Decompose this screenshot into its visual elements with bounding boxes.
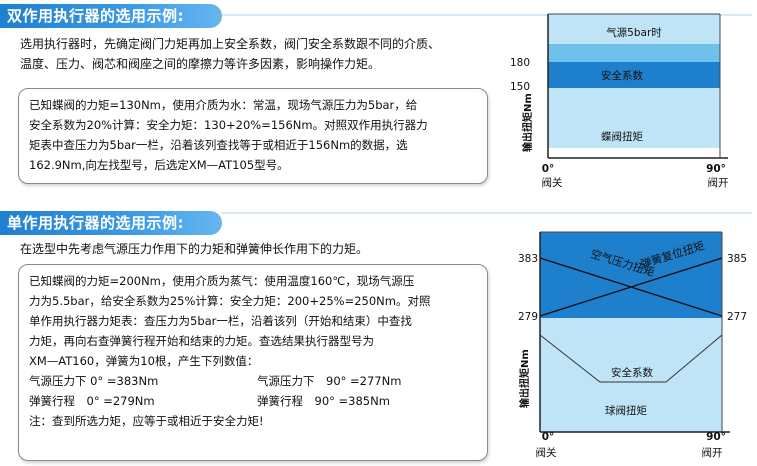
section1-title: 双作用执行器的选用示例: xyxy=(0,4,222,28)
chart1-x-start-label: 阀关 xyxy=(542,176,563,189)
chart2-y-tick-383: 383 xyxy=(518,253,538,265)
chart1-band-bottom-label: 蝶阀扭矩 xyxy=(601,130,643,143)
chart1-y-axis-label: 输出扭矩Nm xyxy=(521,93,534,152)
chart2-air-label: 空气压力扭矩 xyxy=(589,246,656,279)
chart1-y-tick-150: 150 xyxy=(510,81,530,93)
example-line: 已知蝶阀的力矩=200Nm，使用介质为蒸气：使用温度160℃，现场气源压 xyxy=(29,274,415,288)
example-line: 单作用执行器力矩表：查压力为5bar一栏，沿着该列（开始和结束）中查找 xyxy=(29,314,412,328)
chart2-ball-valve-outline xyxy=(539,334,723,383)
chart1-slope xyxy=(548,88,720,148)
chart2-ball-valve-label: 球阀扭矩 xyxy=(605,404,647,417)
value-air-0: 气源压力下 0° =383Nm xyxy=(29,374,159,388)
example-line: 已知蝶阀的力矩=130Nm，使用介质为水：常温，现场气源压力为5bar，给 xyxy=(29,98,418,112)
example-line: 矩表中查压力为5bar一栏，沿着该列查找等于或相近于156Nm的数据，选 xyxy=(29,138,408,152)
chart2-safety-area xyxy=(540,318,722,382)
chart2-right-tick-277: 277 xyxy=(727,311,747,323)
example-line: 力矩，再向右查弹簧行程开始和结束的力矩。查选结果执行器型号为 xyxy=(29,334,374,348)
section1-example-box: 已知蝶阀的力矩=130Nm，使用介质为水：常温，现场气源压力为5bar，给 安全… xyxy=(18,88,488,184)
example-line: XM—AT160，弹簧为10根，产生下列数值： xyxy=(29,354,259,368)
chart2-x-end-label: 阀开 xyxy=(702,446,723,459)
note-line: 注：查到所选力矩，应等于或相近于安全力矩! xyxy=(29,414,264,428)
intro-line: 温度、压力、阀芯和阀座之间的摩擦力等许多因素，影响操作力矩。 xyxy=(20,57,381,71)
intro-line: 选用执行器时，先确定阀门力矩再加上安全系数，阀门安全系数跟不同的介质、 xyxy=(20,37,441,51)
chart2-x-start-label: 阀关 xyxy=(536,446,557,459)
chart1-band-top-label: 气源5bar时 xyxy=(606,26,662,39)
section1-intro: 选用执行器时，先确定阀门力矩再加上安全系数，阀门安全系数跟不同的介质、 温度、压… xyxy=(20,34,500,74)
value-spring-0: 弹簧行程 0° =279Nm xyxy=(29,394,155,408)
chart1-x-start: 0° xyxy=(542,163,555,175)
chart1-x-end: 90° xyxy=(706,163,726,175)
chart2-x-start: 0° xyxy=(542,431,555,443)
chart2-pressure-region xyxy=(540,232,722,322)
chart2-spring-label: 弹簧复位扭矩 xyxy=(639,238,706,271)
chart1-air-band xyxy=(548,14,720,148)
section2-example-box: 已知蝶阀的力矩=200Nm，使用介质为蒸气：使用温度160℃，现场气源压 力为5… xyxy=(18,264,488,461)
chart2-right-tick-385: 385 xyxy=(727,253,747,265)
chart1-band-mid-label: 安全系数 xyxy=(601,69,643,82)
value-air-90: 气源压力下 90° =277Nm xyxy=(257,374,402,388)
chart1-x-end-label: 阀开 xyxy=(708,176,729,189)
section2-divider xyxy=(222,212,752,214)
section1-divider xyxy=(222,14,752,16)
chart1-y-tick-180: 180 xyxy=(510,57,530,69)
value-spring-90: 弹簧行程 90° =385Nm xyxy=(257,394,390,408)
section2-intro: 在选型中先考虑气源压力作用下的力矩和弹簧伸长作用下的力矩。 xyxy=(20,242,369,256)
chart2-air-torque-line xyxy=(539,257,723,317)
example-line: 力为5.5bar，给安全系数为25%计算：安全力矩：200+25%=250Nm。… xyxy=(29,294,431,308)
chart2-y-tick-279: 279 xyxy=(518,311,538,323)
chart1-safety-band xyxy=(548,62,720,88)
chart2-spring-torque-line xyxy=(539,257,723,317)
torque-values-table: 气源压力下 0° =383Nm 气源压力下 90° =277Nm 弹簧行程 0°… xyxy=(29,371,479,411)
chart2-safety-label: 安全系数 xyxy=(611,366,653,379)
chart2-x-end: 90° xyxy=(706,431,726,443)
chart2-torque-area xyxy=(540,232,722,432)
section2-title: 单作用执行器的选用示例: xyxy=(0,211,222,235)
chart1-mid-band xyxy=(548,44,720,62)
example-line: 162.9Nm,向左找型号，后选定XM—AT105型号。 xyxy=(29,158,289,172)
chart2-y-axis-label: 输出扭矩Nm xyxy=(518,349,531,408)
example-line: 安全系数为20%计算：安全力矩：130+20%=156Nm。对照双作用执行器力 xyxy=(29,118,428,132)
chart1-valve-torque-area xyxy=(548,88,720,148)
